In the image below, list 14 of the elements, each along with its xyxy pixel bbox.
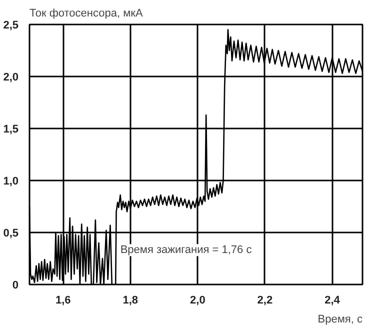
y-tick-label: 2,5 xyxy=(3,20,19,32)
y-axis-title: Ток фотосенсора, мкА xyxy=(30,8,144,20)
x-tick-label: 2,2 xyxy=(257,294,273,306)
x-tick-label: 2,0 xyxy=(190,294,206,306)
y-tick-label: 1,5 xyxy=(3,124,19,136)
x-tick-label: 2,4 xyxy=(324,294,341,306)
y-tick-label: 1,0 xyxy=(3,176,19,188)
annotation: Время зажигания = 1,76 с xyxy=(120,244,252,256)
y-tick-label: 2,0 xyxy=(3,72,19,84)
y-tick-label: 0 xyxy=(12,280,19,292)
y-tick-label: 0,5 xyxy=(3,228,19,240)
x-axis-title: Время, с xyxy=(318,314,363,326)
x-tick-label: 1,8 xyxy=(122,294,138,306)
x-tick-label: 1,6 xyxy=(55,294,71,306)
